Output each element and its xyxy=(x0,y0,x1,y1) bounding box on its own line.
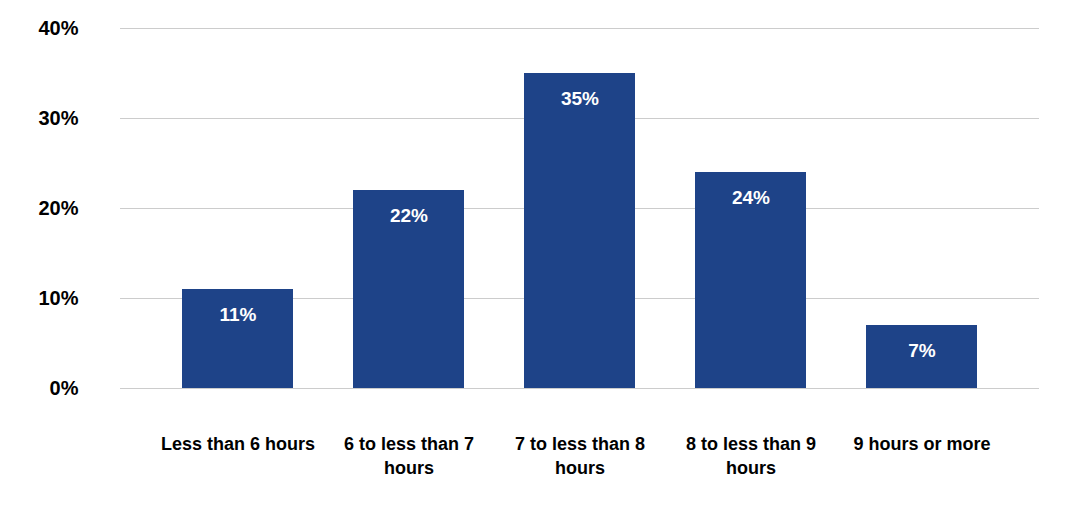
svg-text:40%: 40% xyxy=(38,17,78,39)
svg-text:20%: 20% xyxy=(38,197,78,219)
svg-text:7 to less than 8hours: 7 to less than 8hours xyxy=(515,434,645,477)
svg-text:30%: 30% xyxy=(38,107,78,129)
svg-text:24%: 24% xyxy=(732,187,770,208)
svg-text:7%: 7% xyxy=(908,340,936,361)
svg-text:22%: 22% xyxy=(390,205,428,226)
svg-text:Less than 6 hours: Less than 6 hours xyxy=(161,434,315,454)
svg-text:11%: 11% xyxy=(220,304,257,325)
svg-text:6 to less than 7hours: 6 to less than 7hours xyxy=(344,434,474,477)
svg-text:8 to less than 9hours: 8 to less than 9hours xyxy=(686,434,816,477)
svg-text:0%: 0% xyxy=(50,377,79,399)
svg-text:35%: 35% xyxy=(561,88,599,109)
svg-text:9 hours or more: 9 hours or more xyxy=(853,434,990,454)
svg-text:10%: 10% xyxy=(38,287,78,309)
